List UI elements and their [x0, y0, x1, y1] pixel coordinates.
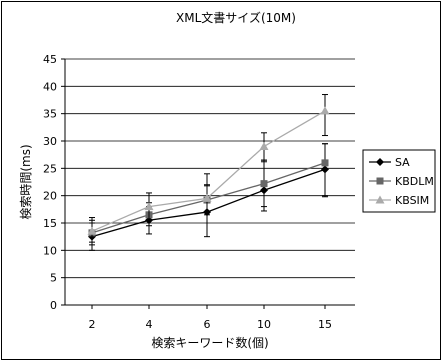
- y-tick-label: 20: [43, 190, 57, 203]
- legend-label: SA: [395, 156, 410, 169]
- data-point: [87, 226, 97, 235]
- data-point: [144, 202, 154, 211]
- y-tick-label: 5: [50, 272, 57, 285]
- chart-title: XML文書サイズ(10M): [176, 10, 296, 25]
- y-tick-label: 45: [43, 53, 57, 66]
- legend-marker: [376, 158, 384, 166]
- plot-area: [64, 59, 355, 306]
- y-tick-label: 25: [43, 162, 57, 175]
- data-point: [202, 193, 212, 202]
- y-axis-ticks: 0 5 10 15 20 25 30 35 40 45: [43, 53, 65, 312]
- legend-label: KBSIM: [395, 194, 429, 207]
- legend-marker: [376, 177, 384, 185]
- legend: SA KBDLM KBSIM: [362, 149, 436, 213]
- x-axis-ticks: 2 4 6 10 15: [89, 305, 332, 331]
- y-tick-label: 30: [43, 135, 57, 148]
- plot-background: [65, 59, 355, 305]
- y-tick-label: 15: [43, 217, 57, 230]
- y-tick-label: 40: [43, 80, 57, 93]
- series-group: [87, 94, 330, 251]
- y-axis-label: 検索時間(ms): [19, 144, 33, 219]
- y-tick-label: 35: [43, 108, 57, 121]
- x-tick-label: 6: [204, 318, 211, 331]
- data-point: [321, 159, 329, 167]
- series-kbsim: [87, 94, 330, 243]
- x-tick-label: 15: [318, 318, 332, 331]
- x-tick-label: 10: [257, 318, 271, 331]
- x-tick-label: 2: [89, 318, 96, 331]
- x-tick-label: 4: [146, 318, 153, 331]
- y-tick-label: 10: [43, 244, 57, 257]
- data-point: [259, 141, 269, 150]
- gridlines: [65, 58, 355, 306]
- legend-marker: [375, 195, 385, 204]
- y-tick-label: 0: [50, 299, 57, 312]
- x-axis-label: 検索キーワード数(個): [151, 335, 268, 350]
- data-point: [320, 106, 330, 115]
- legend-label: KBDLM: [395, 175, 434, 188]
- data-point: [260, 180, 268, 188]
